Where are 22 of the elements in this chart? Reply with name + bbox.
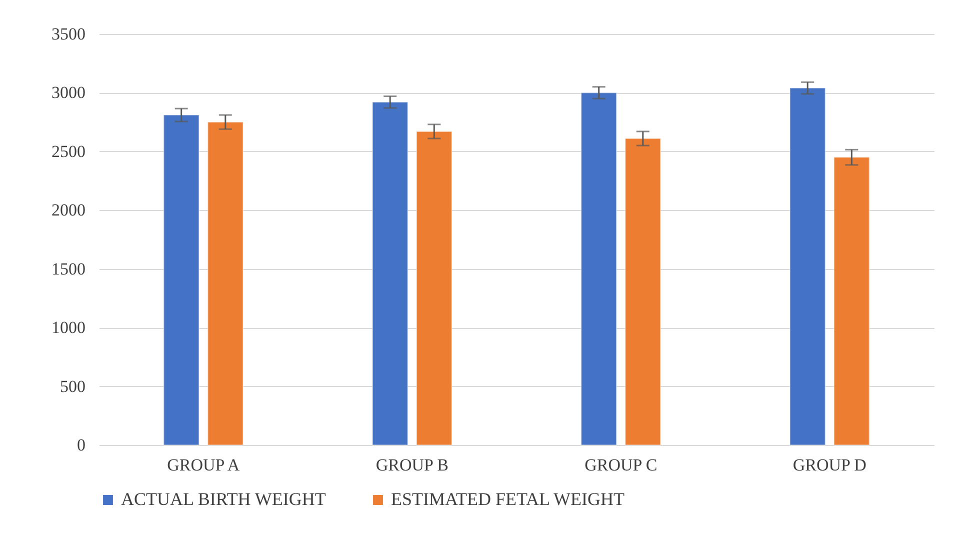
y-tick-label: 3500 <box>52 24 86 44</box>
legend-label: ESTIMATED FETAL WEIGHT <box>391 489 625 509</box>
bar <box>163 114 200 446</box>
x-tick-label: GROUP A <box>167 456 240 474</box>
x-tick-label: GROUP B <box>376 456 448 474</box>
y-tick-label: 2000 <box>52 200 86 220</box>
y-tick-label: 1500 <box>52 259 86 278</box>
y-tick-label: 2500 <box>52 142 86 161</box>
y-tick-label: 3000 <box>52 83 86 102</box>
bar <box>372 102 408 446</box>
bar <box>624 138 662 446</box>
x-tick-label: GROUP D <box>792 456 866 474</box>
bar <box>789 88 826 446</box>
bar <box>207 122 244 446</box>
x-tick-label: GROUP C <box>584 456 658 474</box>
bar <box>580 92 617 446</box>
y-tick-label: 0 <box>77 436 86 454</box>
legend-label: ACTUAL BIRTH WEIGHT <box>121 489 326 509</box>
bar <box>834 156 870 446</box>
bar <box>416 130 452 446</box>
y-tick-label: 500 <box>60 376 86 396</box>
y-tick-label: 1000 <box>52 318 86 338</box>
